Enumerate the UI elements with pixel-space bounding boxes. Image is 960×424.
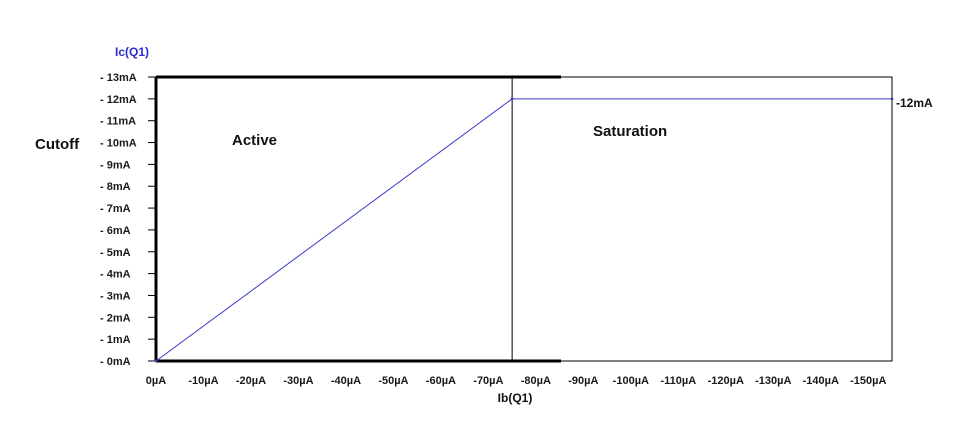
x-tick-label: -140µA xyxy=(803,375,839,387)
plot-frame xyxy=(155,76,893,362)
series-point xyxy=(890,97,894,101)
x-tick-label: 0µA xyxy=(146,375,166,387)
series-layer xyxy=(154,97,894,363)
x-tick-label: -150µA xyxy=(850,375,886,387)
y-tick-label: - 2mA xyxy=(100,312,131,324)
y-tick-label: - 6mA xyxy=(100,225,131,237)
end-value-annotation: -12mA xyxy=(896,96,933,110)
y-tick-label: - 5mA xyxy=(100,247,131,259)
y-axis-title: Ic(Q1) xyxy=(115,45,149,59)
series-point xyxy=(510,97,514,101)
y-tick-label: - 8mA xyxy=(100,181,131,193)
x-tick-label: -110µA xyxy=(660,375,696,387)
x-tick-label: -20µA xyxy=(236,375,266,387)
region-label-saturation: Saturation xyxy=(593,123,667,140)
region-label-active: Active xyxy=(232,132,277,149)
x-tick-label: -80µA xyxy=(521,375,551,387)
x-tick-label: -40µA xyxy=(331,375,361,387)
x-tick-label: -120µA xyxy=(708,375,744,387)
y-tick-label: - 10mA xyxy=(100,138,137,150)
y-tick-label: - 4mA xyxy=(100,269,131,281)
x-tick-label: -30µA xyxy=(283,375,313,387)
y-tick-label: - 7mA xyxy=(100,203,131,215)
x-tick-label: -50µA xyxy=(378,375,408,387)
x-tick-label: -70µA xyxy=(473,375,503,387)
x-axis-title: Ib(Q1) xyxy=(498,391,533,405)
y-axis-ticks: - 0mA - 1mA - 2mA - 3mA - 4mA - 5mA - 6mA - 7mA… xyxy=(100,72,156,368)
y-tick-label: - 0mA xyxy=(100,356,131,368)
x-tick-label: -130µA xyxy=(755,375,791,387)
y-tick-label: - 11mA xyxy=(100,116,136,128)
y-tick-label: - 9mA xyxy=(100,159,131,171)
x-axis-ticks: 0µA -10µA -20µA -30µA -40µA -50µA -60µA -70µA -8… xyxy=(146,375,887,387)
x-tick-label: -90µA xyxy=(568,375,598,387)
region-label-cutoff: Cutoff xyxy=(35,136,80,153)
x-tick-label: -10µA xyxy=(188,375,218,387)
y-tick-label: - 3mA xyxy=(100,290,131,302)
series-point xyxy=(154,359,158,363)
y-tick-label: - 1mA xyxy=(100,334,131,346)
y-tick-label: - 13mA xyxy=(100,72,137,84)
x-tick-label: -60µA xyxy=(426,375,456,387)
y-tick-label: - 12mA xyxy=(100,94,137,106)
x-tick-label: -100µA xyxy=(613,375,649,387)
